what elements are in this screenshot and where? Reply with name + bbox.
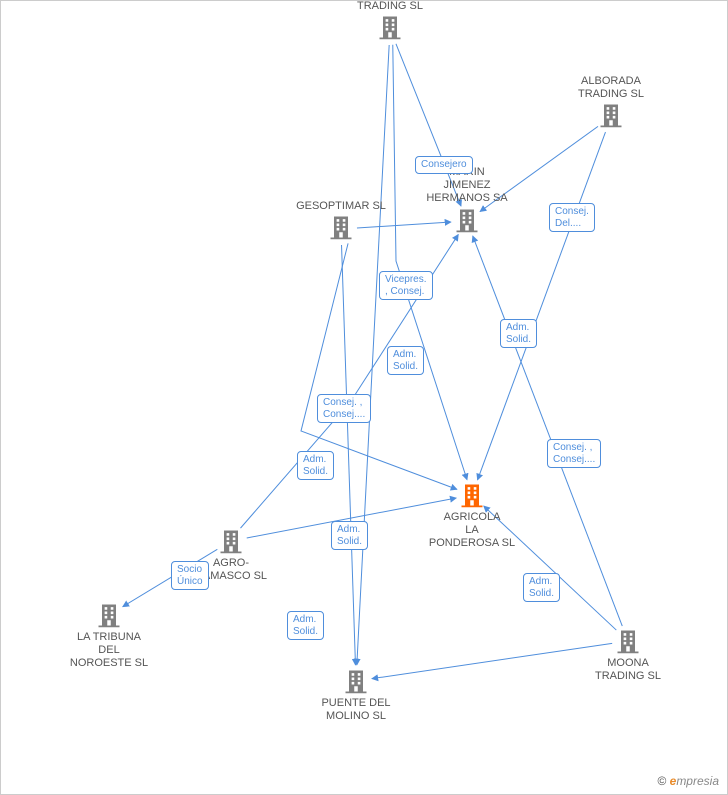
node-latribuna[interactable]: LA TRIBUNADELNOROESTE SL xyxy=(54,601,164,671)
building-icon xyxy=(54,601,164,629)
edge-label-moona-agricola[interactable]: Adm.Solid. xyxy=(523,573,560,602)
node-mikado[interactable]: MIKADOTRADING SL xyxy=(335,0,445,43)
copyright-symbol: © xyxy=(657,774,666,788)
node-marin[interactable]: MARINJIMENEZHERMANOS SA xyxy=(412,166,522,236)
node-label: LA TRIBUNADELNOROESTE SL xyxy=(54,631,164,671)
edge-label-mikado-puente[interactable]: Consej. ,Consej.... xyxy=(317,394,371,423)
edge-mikado-puente xyxy=(357,45,389,665)
edge-label-gesoptimar-agricola[interactable]: Adm.Solid. xyxy=(297,451,334,480)
building-icon xyxy=(176,527,286,555)
node-moona[interactable]: MOONATRADING SL xyxy=(573,627,683,683)
node-agricola[interactable]: AGRICOLALAPONDEROSA SL xyxy=(417,481,527,551)
building-icon xyxy=(417,481,527,509)
node-gesoptimar[interactable]: GESOPTIMAR SL xyxy=(286,200,396,243)
node-label: PUENTE DELMOLINO SL xyxy=(301,697,411,723)
edge-label-gesoptimar-marin[interactable]: Vicepres., Consej. xyxy=(379,271,433,300)
edge-gesoptimar-puente xyxy=(342,245,356,665)
node-label: AGRICOLALAPONDEROSA SL xyxy=(417,511,527,551)
node-label: ALBORADATRADING SL xyxy=(556,75,666,101)
edge-label-agrodamasco-latribuna[interactable]: SocioÚnico xyxy=(171,561,209,590)
building-icon xyxy=(556,101,666,129)
node-label: GESOPTIMAR SL xyxy=(286,200,396,213)
edge-label-alborada-marin[interactable]: Consej.Del.... xyxy=(549,203,595,232)
node-label: MIKADOTRADING SL xyxy=(335,0,445,13)
building-icon xyxy=(573,627,683,655)
brand-rest: mpresia xyxy=(676,774,719,788)
edge-label-gesoptimar-puente[interactable]: Adm.Solid. xyxy=(287,611,324,640)
edge-label-agrodamasco-agricola[interactable]: Adm.Solid. xyxy=(331,521,368,550)
edge-label-mikado-marin[interactable]: Consejero xyxy=(415,156,473,174)
edge-label-alborada-agricola[interactable]: Adm.Solid. xyxy=(500,319,537,348)
edge-moona-marin xyxy=(473,236,623,626)
building-icon xyxy=(286,213,396,241)
building-icon xyxy=(301,667,411,695)
node-label: MOONATRADING SL xyxy=(573,657,683,683)
node-alborada[interactable]: ALBORADATRADING SL xyxy=(556,75,666,131)
edge-label-moona-marin[interactable]: Consej. ,Consej.... xyxy=(547,439,601,468)
copyright: © empresia xyxy=(657,774,719,788)
edge-label-mikado-agricola[interactable]: Adm.Solid. xyxy=(387,346,424,375)
diagram-canvas: MIKADOTRADING SL ALBORADATRADING SL MARI… xyxy=(0,0,728,795)
building-icon xyxy=(412,206,522,234)
edge-mikado-agricola xyxy=(393,45,467,480)
node-puente[interactable]: PUENTE DELMOLINO SL xyxy=(301,667,411,723)
building-icon xyxy=(335,13,445,41)
